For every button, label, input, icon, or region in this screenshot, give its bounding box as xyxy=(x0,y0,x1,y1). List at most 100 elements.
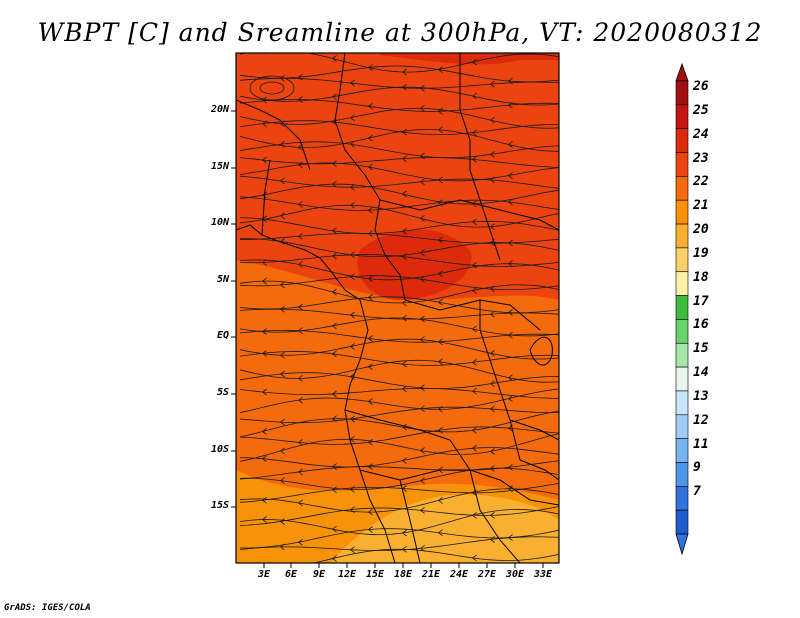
streamline-arrow xyxy=(279,281,285,289)
streamline-arrow xyxy=(401,68,407,76)
streamline-arrow xyxy=(297,396,303,404)
streamline xyxy=(239,217,559,234)
streamline-arrow xyxy=(489,405,495,413)
streamline-arrow xyxy=(419,315,425,323)
colorbar-label: 9 xyxy=(693,460,701,476)
streamline-arrow xyxy=(349,201,355,209)
streamline-arrow xyxy=(297,499,303,507)
streamline xyxy=(239,157,559,168)
lon-label-18e: 18E xyxy=(393,569,413,580)
streamline-arrow xyxy=(331,93,337,101)
streamline-arrow xyxy=(401,83,407,91)
streamline xyxy=(239,204,559,228)
streamline-arrow xyxy=(419,336,425,343)
streamline-arrow xyxy=(437,358,443,366)
streamline-arrow xyxy=(261,96,267,104)
colorbar-swatch xyxy=(675,199,689,225)
colorbar-label: 23 xyxy=(693,150,709,166)
streamline-arrow xyxy=(349,311,355,319)
streamline-arrow xyxy=(279,477,285,484)
streamline-arrow xyxy=(349,546,355,554)
streamline xyxy=(239,259,559,281)
lon-label-9e: 9E xyxy=(312,569,326,580)
streamline-arrow xyxy=(507,309,513,316)
streamline-arrow xyxy=(297,144,303,151)
streamline-arrow xyxy=(297,327,303,334)
streamline xyxy=(239,338,559,360)
streamline xyxy=(239,351,559,366)
streamline-arrow xyxy=(507,374,513,382)
colorbar-swatch xyxy=(675,342,689,368)
colorbar-label: 11 xyxy=(693,436,709,452)
streamline-arrow xyxy=(471,512,477,519)
streamline-arrow xyxy=(437,298,443,306)
streamline-arrow xyxy=(331,390,337,398)
streamline-arrow xyxy=(419,477,425,485)
streamline-arrow xyxy=(367,230,373,237)
colorbar-swatch xyxy=(675,176,689,201)
streamline xyxy=(239,65,559,83)
streamline xyxy=(239,308,559,320)
streamline-arrow xyxy=(331,525,337,533)
streamline-arrow xyxy=(419,214,425,222)
streamline-arrow xyxy=(297,261,303,268)
streamline-arrow xyxy=(297,161,303,169)
colorbar-swatch xyxy=(675,80,689,106)
streamline-arrow xyxy=(419,104,425,112)
colorbar-swatch xyxy=(675,295,689,320)
colorbar-swatch xyxy=(675,438,689,463)
lat-label-10s: 10S xyxy=(210,444,229,455)
streamline-arrow xyxy=(279,370,285,378)
streamline xyxy=(239,280,559,304)
streamline-arrow xyxy=(367,102,373,110)
streamline-arrow xyxy=(419,249,425,257)
streamline-arrow xyxy=(419,384,425,392)
streamline-arrow xyxy=(261,388,267,396)
streamline xyxy=(239,196,559,211)
streamline-arrow xyxy=(261,120,267,128)
streamline-arrow xyxy=(331,160,337,167)
streamline-arrow xyxy=(349,79,355,87)
streamline xyxy=(239,447,559,468)
streamline-arrow xyxy=(401,423,407,431)
streamline-arrow xyxy=(437,66,443,73)
colorbar-label: 18 xyxy=(693,269,709,285)
streamline-arrow xyxy=(419,275,425,283)
streamline-arrow xyxy=(419,447,425,454)
streamline-arrow xyxy=(349,114,355,122)
streamline-arrow xyxy=(401,457,407,464)
streamline xyxy=(239,536,559,551)
streamline-arrow xyxy=(471,325,477,333)
streamline xyxy=(239,254,559,267)
streamline-arrow xyxy=(419,84,425,92)
colorbar-label: 15 xyxy=(693,341,709,357)
streamline-arrow xyxy=(437,529,443,537)
streamline-arrow xyxy=(279,418,285,426)
streamline xyxy=(239,107,559,129)
streamline-arrow xyxy=(261,496,267,504)
streamline xyxy=(239,296,559,314)
streamline xyxy=(239,53,559,73)
streamline-arrow xyxy=(401,253,407,260)
streamline-gyre xyxy=(259,81,285,95)
streamline-arrow xyxy=(489,511,495,519)
streamline-arrow xyxy=(279,74,285,82)
colorbar-label: 25 xyxy=(693,102,709,118)
streamline-arrow xyxy=(349,373,355,380)
streamline-arrow xyxy=(279,447,285,455)
streamline-arrow xyxy=(471,426,477,434)
streamline-arrow xyxy=(471,444,477,452)
streamline xyxy=(239,238,559,257)
shade-20-21 xyxy=(330,494,559,563)
streamline-arrow xyxy=(401,227,407,235)
streamline-arrow xyxy=(507,198,513,206)
colorbar-label: 12 xyxy=(693,412,709,428)
streamline-arrow xyxy=(331,322,337,330)
streamline-arrow xyxy=(401,128,407,136)
streamline xyxy=(239,508,559,536)
streamline-arrow xyxy=(279,351,285,359)
streamline-arrow xyxy=(489,116,495,124)
streamline-arrow xyxy=(261,156,267,164)
streamline-arrow xyxy=(261,516,267,523)
